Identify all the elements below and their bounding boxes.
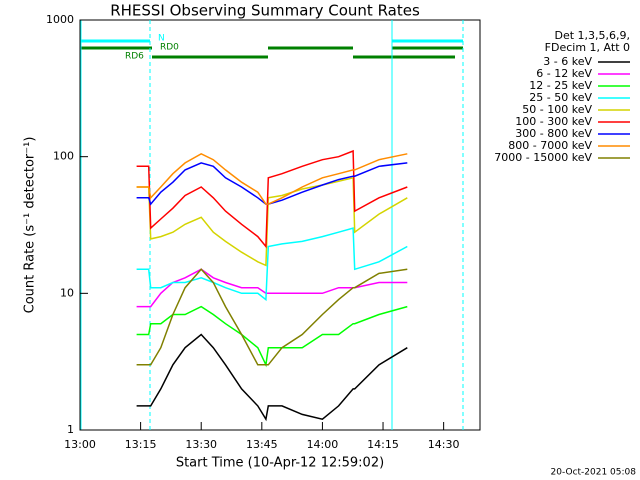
series-line (136, 152, 408, 205)
y-tick-label: 10 (60, 286, 74, 299)
series-line (136, 149, 408, 249)
x-tick-label: 14:15 (367, 438, 399, 451)
legend-label: 800 - 7000 keV (508, 139, 592, 152)
x-tick-label: 13:30 (185, 438, 217, 451)
series-line (136, 333, 408, 422)
chart-title: RHESSI Observing Summary Count Rates (110, 2, 420, 20)
series-line (136, 305, 408, 368)
annotation: RD0 (160, 43, 179, 53)
annotation: N (158, 34, 165, 44)
footer: 20-Oct-2021 05:08 (551, 468, 637, 478)
legend-label: 100 - 300 keV (515, 115, 592, 128)
x-axis-label: Start Time (10-Apr-12 12:59:02) (176, 456, 384, 471)
series-line (136, 268, 408, 366)
x-tick-label: 13:15 (125, 438, 157, 451)
series-line (136, 227, 408, 302)
legend-label: 7000 - 15000 keV (494, 151, 592, 164)
annotation: RD6 (125, 52, 144, 62)
series-line (136, 162, 408, 206)
y-tick-label: 1 (67, 423, 74, 436)
legend-label: 6 - 12 keV (536, 67, 592, 80)
series-line (136, 268, 408, 308)
legend-label: 300 - 800 keV (515, 127, 592, 140)
x-tick-label: 13:00 (64, 438, 96, 451)
legend-label: 12 - 25 keV (529, 79, 592, 92)
legend-label: 25 - 50 keV (529, 91, 592, 104)
y-axis-label: Count Rate (s⁻¹ detector⁻¹) (23, 137, 38, 314)
y-tick-label: 1000 (46, 13, 74, 26)
plot-frame (79, 19, 481, 431)
series-line (136, 176, 408, 267)
legend-label: 50 - 100 keV (522, 103, 592, 116)
legend-label: 3 - 6 keV (543, 55, 592, 68)
x-tick-label: 13:45 (246, 438, 278, 451)
y-tick-label: 100 (53, 150, 74, 163)
x-tick-label: 14:00 (307, 438, 339, 451)
x-tick-label: 14:30 (428, 438, 460, 451)
legend-title: Det 1,3,5,6,9, (554, 29, 630, 42)
legend-title: FDecim 1, Att 0 (545, 41, 630, 54)
